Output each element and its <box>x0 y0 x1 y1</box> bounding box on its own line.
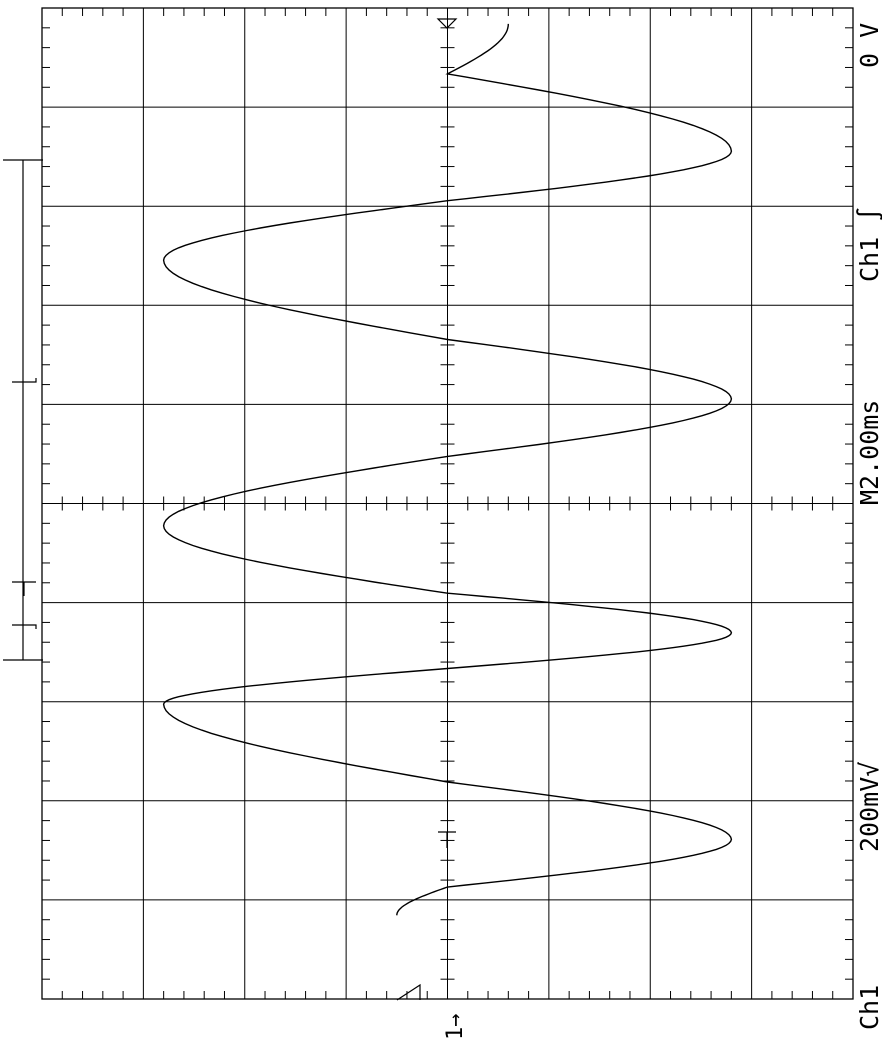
volts-per-div-label: 200mV√ <box>855 762 882 852</box>
trigger-level-marker <box>436 18 458 29</box>
waveform-line <box>162 23 733 916</box>
channel-ground-marker: 1→ <box>443 1014 468 1041</box>
record-trigger-marker <box>12 581 36 596</box>
display-window-bracket <box>12 624 37 629</box>
waveform-trace <box>162 23 733 916</box>
display-window-bracket <box>12 378 37 383</box>
ground-reference-marker <box>396 983 421 1001</box>
trigger-level-label: 0 V <box>855 23 882 68</box>
timebase-label: M2.00ms <box>855 400 882 505</box>
trigger-position-marker <box>438 831 456 848</box>
scope-markers <box>3 18 458 1001</box>
trigger-source-label: Ch1 ∫ <box>855 207 882 282</box>
readout-bar: Ch1 200mV√ M2.00ms Ch1 ∫ 0 V <box>855 23 882 1030</box>
graticule <box>41 7 854 1000</box>
channel-label: Ch1 <box>855 985 882 1030</box>
